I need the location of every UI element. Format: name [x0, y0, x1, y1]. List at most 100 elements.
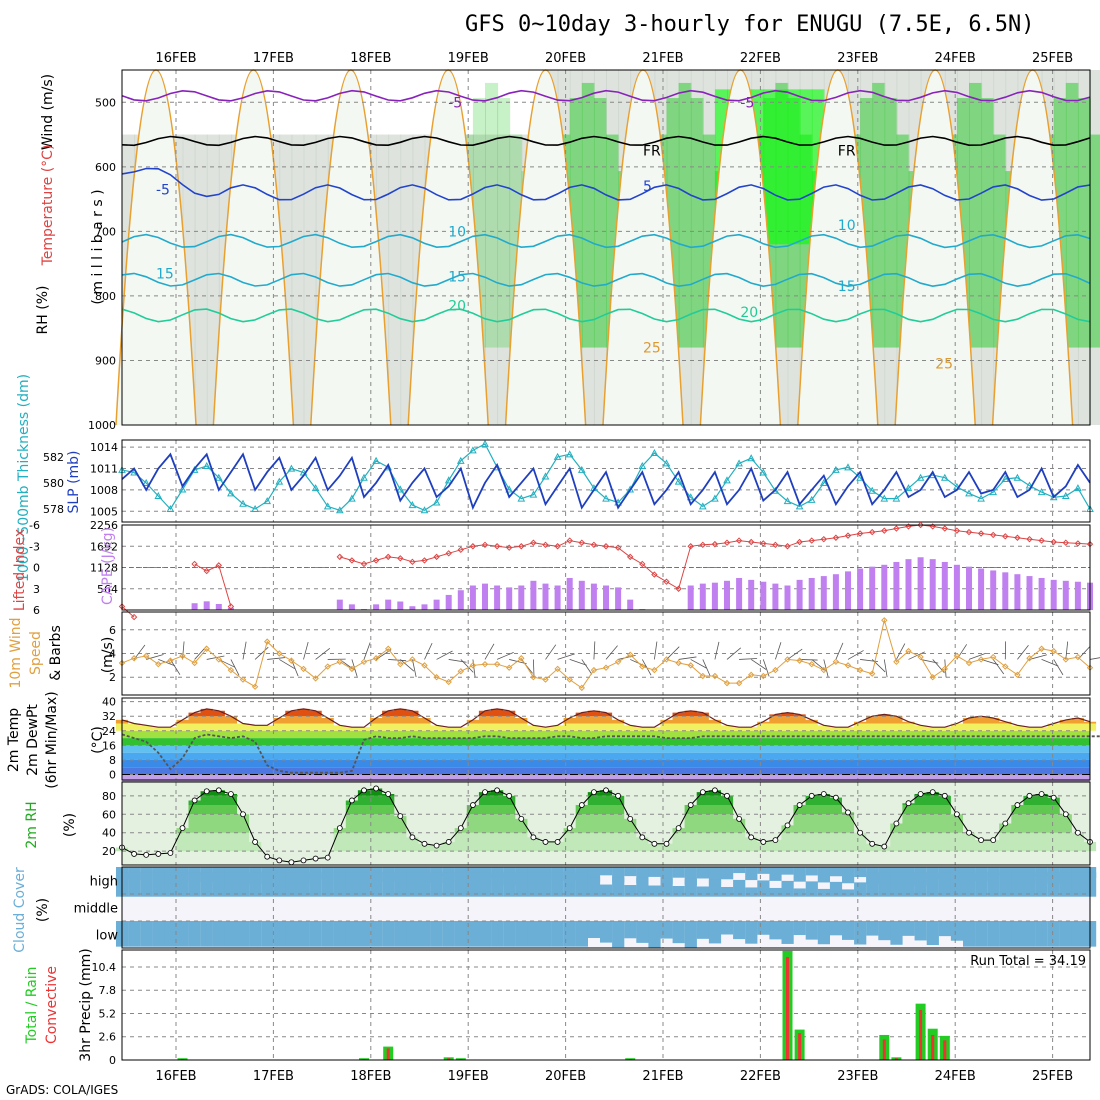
middle-cloud [600, 884, 613, 897]
cloud-level-label: low [96, 929, 119, 944]
run-total-label: Run Total = 34.19 [970, 954, 1086, 969]
rh-marker [687, 802, 694, 808]
low-cloud [224, 921, 238, 947]
axis-label: 3hr Precip (mm) [78, 948, 94, 1061]
rh-marker [409, 834, 416, 841]
thickness-marker [674, 477, 683, 485]
wind-barb [871, 659, 886, 673]
li-marker [336, 553, 344, 561]
precip-convective-bar [447, 1058, 451, 1060]
rh-marker [978, 837, 984, 843]
thickness-marker [154, 491, 163, 499]
li-marker [953, 527, 961, 534]
low-cloud [950, 921, 964, 941]
wind-marker [433, 674, 440, 681]
li-marker [554, 543, 561, 550]
low-cloud [128, 921, 141, 947]
temp-tick: 16 [102, 739, 116, 752]
cape-bar [699, 583, 706, 610]
axis-label: Lifted Index [12, 529, 28, 611]
rh-marker [724, 792, 730, 799]
wind-marker [493, 660, 501, 668]
cape-bar [711, 582, 718, 610]
cape-bar [469, 585, 476, 610]
li-marker [651, 571, 658, 578]
thickness-marker [408, 501, 417, 509]
middle-cloud [769, 887, 782, 897]
cape-bar [215, 603, 222, 610]
thickness-marker [686, 493, 695, 501]
temp-band [122, 767, 1090, 775]
li-marker [590, 541, 598, 549]
wind-barb [484, 643, 495, 660]
rh-marker [566, 825, 573, 832]
rh-band-column [188, 805, 1060, 815]
thickness-marker [142, 478, 151, 486]
precip-convective-bar [386, 1048, 390, 1060]
low-cloud [769, 921, 782, 940]
temperature-contour [121, 308, 1091, 323]
axis-label: CAPE (J/kg) [100, 527, 116, 605]
rh-marker [990, 837, 997, 843]
li-marker [626, 553, 634, 561]
cape-bar [953, 564, 960, 610]
rh-marker [675, 825, 682, 832]
wind-barb [242, 641, 247, 660]
wind-marker [179, 652, 186, 660]
rh-marker [288, 859, 295, 866]
low-cloud [926, 921, 939, 946]
wind-speed-line [121, 618, 1091, 689]
low-cloud [249, 921, 262, 947]
cape-bar [784, 585, 791, 610]
low-cloud [1035, 921, 1048, 947]
middle-cloud [309, 872, 322, 897]
middle-cloud [793, 888, 806, 897]
li-marker [421, 557, 428, 564]
cape-bar [203, 601, 210, 610]
frame-slp [121, 439, 1091, 523]
middle-cloud [890, 872, 903, 897]
gridlines-slp [175, 440, 1054, 522]
wind-barb [448, 659, 467, 663]
middle-cloud [515, 872, 528, 897]
rh-marker [1075, 829, 1081, 836]
rh-marker [179, 825, 186, 832]
low-cloud [551, 921, 564, 947]
middle-cloud [285, 872, 298, 897]
bottom-date-label: 23FEB [837, 1069, 878, 1084]
middle-cloud [442, 872, 455, 897]
middle-cloud [140, 872, 153, 897]
wind-barb [460, 659, 474, 673]
temp-band [122, 730, 1090, 739]
rh-wet-column [884, 98, 898, 348]
low-cloud [587, 921, 601, 939]
middle-cloud [926, 872, 939, 897]
cape-bar [1074, 581, 1081, 610]
thickness-marker [517, 494, 526, 502]
low-cloud [454, 921, 467, 947]
high-cloud [963, 867, 976, 874]
li-marker [735, 537, 743, 544]
axis-label: 1000~500mb Thickness (dm) [16, 374, 32, 582]
frame-precip [121, 949, 1091, 1061]
low-cloud [733, 921, 746, 940]
rh-marker [820, 791, 827, 797]
li-marker [747, 538, 755, 546]
slp-tick: 1008 [90, 484, 118, 497]
wind-barb [654, 641, 658, 660]
low-cloud [793, 921, 806, 936]
li-marker [941, 525, 949, 532]
wind-barb [835, 642, 844, 660]
thickness-tick: 578 [43, 503, 64, 516]
rh-marker [324, 854, 331, 861]
wind-marker [336, 658, 344, 666]
wind-barb [968, 652, 987, 660]
low-cloud [914, 921, 927, 941]
thickness-tick: 582 [43, 451, 64, 464]
precip-tick: 5.2 [99, 1007, 117, 1020]
temp-tick: 32 [102, 710, 116, 723]
rh-marker [385, 791, 392, 797]
axis-label: ( m i l l i b a r s ) [90, 189, 106, 304]
wind-marker [445, 678, 452, 686]
wind-marker [917, 653, 924, 661]
